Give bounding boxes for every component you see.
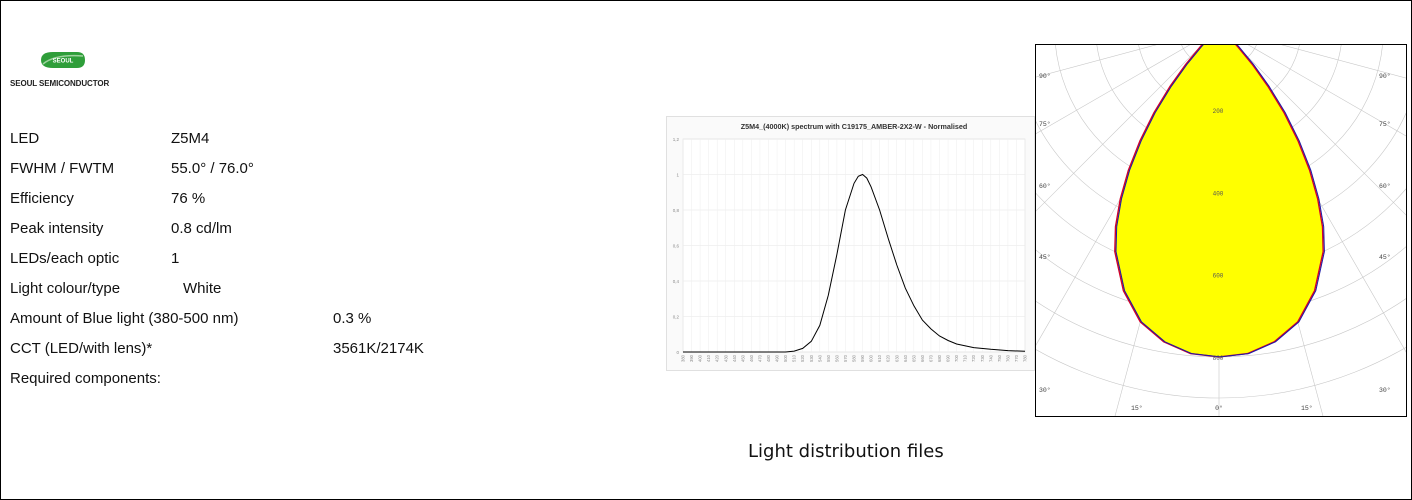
logo-badge-text: SEOUL [53, 59, 74, 65]
x-tick-label: 590 [860, 354, 865, 362]
x-tick-label: 670 [928, 354, 933, 362]
spec-value: 0.3 % [333, 310, 372, 327]
y-tick-label: 1 [676, 173, 679, 178]
polar-spoke [1036, 45, 1157, 78]
radial-tick-label: 200 [1213, 108, 1224, 115]
polar-spoke [1036, 45, 1191, 135]
spec-value: 0.8 cd/lm [171, 220, 232, 237]
spec-label: Required components: [10, 370, 161, 387]
spec-label: Efficiency [10, 190, 74, 207]
x-tick-label: 380 [681, 354, 686, 362]
polar-plot: 200 400 600 800 [1036, 45, 1406, 416]
x-tick-label: 540 [817, 354, 822, 362]
light-distribution-caption: Light distribution files [748, 441, 944, 462]
x-tick-label: 740 [988, 354, 993, 362]
x-tick-label: 480 [766, 354, 771, 362]
x-tick-label: 470 [757, 354, 762, 362]
x-tick-label: 580 [852, 354, 857, 362]
x-tick-label: 430 [723, 354, 728, 362]
x-tick-label: 410 [706, 354, 711, 362]
spec-value: 1 [171, 250, 180, 267]
x-tick-label: 390 [689, 354, 694, 362]
spec-value: 55.0° / 76.0° [171, 160, 254, 177]
spectrum-chart: Z5M4_(4000K) spectrum with C19175_AMBER-… [666, 116, 1035, 371]
x-tick-label: 420 [715, 354, 720, 362]
x-tick-label: 760 [1005, 354, 1010, 362]
x-tick-label: 560 [834, 354, 839, 362]
y-tick-label: 0,2 [673, 315, 680, 320]
spec-label: LED [10, 130, 40, 147]
angle-label: 30° [1039, 386, 1051, 394]
polar-spoke [1281, 45, 1406, 79]
x-tick-label: 730 [980, 354, 985, 362]
angle-label: 15° [1131, 404, 1143, 412]
spec-value: White [183, 280, 222, 297]
x-tick-label: 640 [903, 354, 908, 362]
angle-label: 90° [1039, 72, 1051, 80]
angle-label: 30° [1379, 386, 1391, 394]
x-tick-label: 690 [946, 354, 951, 362]
x-tick-label: 650 [911, 354, 916, 362]
angle-label: 0° [1215, 404, 1223, 412]
angle-label: 60° [1379, 182, 1391, 190]
x-tick-label: 680 [937, 354, 942, 362]
x-tick-label: 700 [954, 354, 959, 362]
angle-label: 45° [1379, 253, 1391, 261]
spec-value: Z5M4 [171, 130, 210, 147]
x-tick-label: 720 [971, 354, 976, 362]
spectrum-line [683, 173, 1026, 353]
spec-label: CCT (LED/with lens)* [10, 340, 153, 357]
x-tick-label: 440 [732, 354, 737, 362]
y-tick-label: 0,8 [673, 208, 680, 213]
x-tick-label: 770 [1014, 354, 1019, 362]
x-tick-label: 570 [843, 354, 848, 362]
distribution-curve-c90 [1115, 45, 1325, 358]
logo-badge-icon: SEOUL [41, 52, 85, 68]
x-tick-label: 780 [1023, 354, 1028, 362]
spec-label: FWHM / FWTM [10, 160, 115, 177]
spec-label: Light colour/type [10, 280, 121, 297]
spec-value: 76 % [171, 190, 206, 207]
radial-tick-label: 800 [1213, 355, 1224, 362]
polar-spoke [1235, 45, 1406, 216]
angle-label: 75° [1379, 120, 1391, 128]
spec-label: LEDs/each optic [10, 250, 120, 267]
x-tick-label: 600 [869, 354, 874, 362]
chart-title: Z5M4_(4000K) spectrum with C19175_AMBER-… [741, 122, 967, 131]
y-tick-label: 1,2 [673, 137, 680, 142]
distribution-curve-c0 [1114, 45, 1324, 358]
logo-company-name: SEOUL SEMICONDUCTOR [10, 79, 110, 88]
x-tick-label: 450 [740, 354, 745, 362]
x-tick-label: 710 [963, 354, 968, 362]
angle-label: 60° [1039, 182, 1051, 190]
x-tick-label: 500 [783, 354, 788, 362]
x-tick-label: 660 [920, 354, 925, 362]
x-tick-label: 630 [894, 354, 899, 362]
y-tick-label: 0,4 [673, 279, 680, 284]
angle-label: 90° [1379, 72, 1391, 80]
light-distribution-polar-chart: 200 400 600 800 90° 75° 60° 45° 30° 15° 0° 15° 30° 45… [1035, 44, 1407, 417]
polar-spoke [1036, 45, 1203, 212]
radial-tick-label: 400 [1213, 190, 1224, 197]
y-tick-label: 0,6 [673, 244, 680, 249]
x-tick-label: 460 [749, 354, 754, 362]
x-tick-label: 530 [809, 354, 814, 362]
polar-spoke [1247, 45, 1406, 137]
spec-label: Amount of Blue light (380-500 nm) [10, 310, 239, 327]
spec-value: 3561K/2174K [333, 340, 424, 357]
x-tick-label: 610 [877, 354, 882, 362]
radial-tick-label: 600 [1213, 273, 1224, 280]
x-tick-label: 620 [886, 354, 891, 362]
x-tick-label: 490 [775, 354, 780, 362]
x-tick-label: 550 [826, 354, 831, 362]
angle-label: 45° [1039, 253, 1051, 261]
x-tick-label: 510 [792, 354, 797, 362]
angle-label: 15° [1301, 404, 1313, 412]
y-tick-label: 0 [676, 350, 679, 355]
x-tick-label: 520 [800, 354, 805, 362]
x-tick-label: 400 [698, 354, 703, 362]
angle-label: 75° [1039, 120, 1051, 128]
spec-label: Peak intensity [10, 220, 104, 237]
x-tick-label: 750 [997, 354, 1002, 362]
